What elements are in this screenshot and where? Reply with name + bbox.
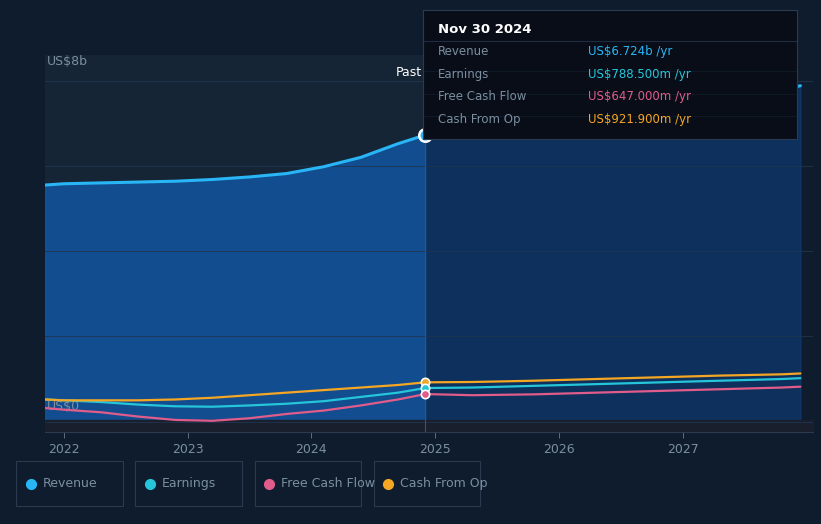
Text: Revenue: Revenue xyxy=(438,45,489,58)
Text: US$647.000m /yr: US$647.000m /yr xyxy=(588,90,690,103)
Text: Earnings: Earnings xyxy=(438,68,489,81)
Bar xyxy=(45,55,425,432)
Text: Analysts Forecasts: Analysts Forecasts xyxy=(429,67,545,79)
Text: US$921.900m /yr: US$921.900m /yr xyxy=(588,113,690,126)
Text: Cash From Op: Cash From Op xyxy=(400,477,488,490)
Text: US$8b: US$8b xyxy=(47,55,88,68)
Text: US$6.724b /yr: US$6.724b /yr xyxy=(588,45,672,58)
Text: Past: Past xyxy=(395,67,421,79)
Text: Cash From Op: Cash From Op xyxy=(438,113,521,126)
Text: Nov 30 2024: Nov 30 2024 xyxy=(438,23,531,36)
Text: US$0: US$0 xyxy=(47,400,80,413)
Text: Revenue: Revenue xyxy=(43,477,98,490)
Text: Earnings: Earnings xyxy=(162,477,216,490)
Text: Free Cash Flow: Free Cash Flow xyxy=(281,477,374,490)
Text: US$788.500m /yr: US$788.500m /yr xyxy=(588,68,690,81)
Text: Free Cash Flow: Free Cash Flow xyxy=(438,90,526,103)
Bar xyxy=(425,55,813,432)
